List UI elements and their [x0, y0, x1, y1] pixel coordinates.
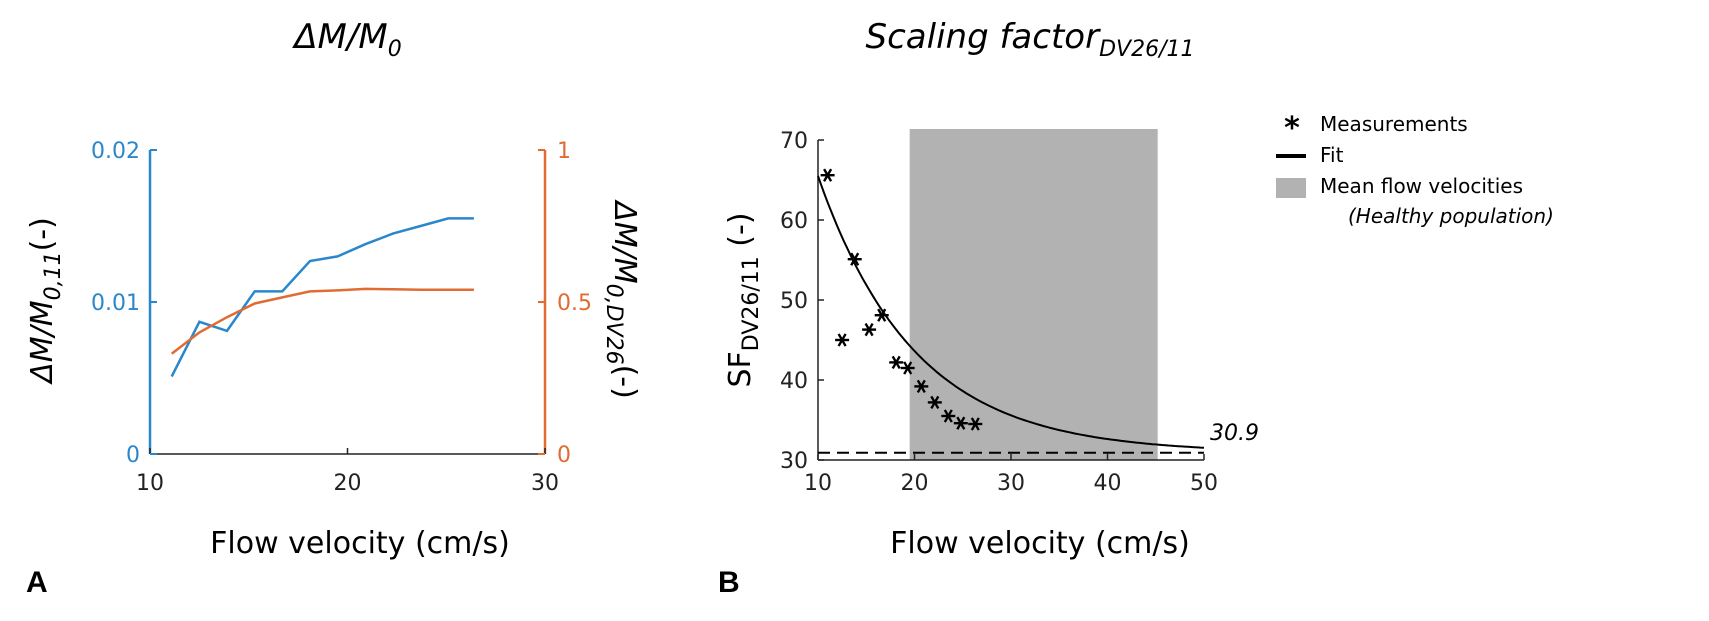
series-line-11: [170, 217, 474, 378]
legend: * Measurements Fit Mean flow velocities …: [1276, 111, 1554, 228]
measurement-point: [914, 379, 929, 394]
measurement-point: [820, 168, 835, 182]
series-line-dv26: [170, 287, 474, 355]
measurement-point: [927, 395, 942, 410]
measurement-point: [941, 409, 956, 423]
y-tick-label: 70: [780, 129, 808, 154]
y-left-tick-label: 0.01: [91, 291, 140, 316]
y-left-tick-label: 0: [126, 443, 140, 468]
y-tick-label: 40: [780, 369, 808, 394]
panel-a-y-label-left: ΔM/M0,11(-): [25, 217, 66, 385]
panel-a: ΔM/M0 A 10 20 30 0 0.01 0.02 0 0.5 1 Flow veloci…: [25, 17, 642, 599]
legend-band: Mean flow velocities: [1320, 174, 1523, 198]
panel-b-title: Scaling factorDV26/11: [866, 17, 1195, 62]
star-stroke: [916, 379, 926, 394]
x-tick-label: 50: [1190, 471, 1218, 496]
x-tick-label: 30: [531, 471, 559, 496]
measurement-point: [953, 416, 968, 430]
star-stroke: [837, 333, 847, 347]
panel-a-ticks: 10 20 30 0 0.01 0.02 0 0.5 1: [91, 139, 592, 496]
star-stroke: [877, 308, 887, 322]
x-tick-label: 20: [334, 471, 362, 496]
measurement-points: [820, 168, 983, 431]
panel-b: Scaling factorDV26/11 B 10 20 30 40 50 30 40 50…: [718, 17, 1554, 599]
star-stroke: [891, 355, 901, 370]
legend-fit: Fit: [1320, 143, 1344, 167]
panel-a-series: [170, 217, 474, 378]
panel-b-label: B: [718, 566, 740, 599]
star-stroke: [970, 417, 980, 431]
panel-a-y-label-right: ΔM/M0,DV26(-): [601, 199, 642, 399]
legend-measurements: Measurements: [1320, 112, 1468, 136]
measurement-point: [968, 417, 983, 431]
measurement-point: [900, 361, 915, 375]
star-stroke: [864, 322, 874, 337]
star-stroke: [943, 409, 953, 423]
star-stroke: [956, 416, 966, 430]
healthy-velocity-band: [909, 129, 1158, 460]
panel-a-x-label: Flow velocity (cm/s): [210, 526, 510, 561]
y-right-tick-label: 0.5: [557, 291, 592, 316]
measurement-point: [847, 252, 862, 266]
legend-star-marker: *: [1284, 111, 1300, 146]
measurement-point: [862, 322, 877, 337]
y-tick-label: 30: [780, 449, 808, 474]
star-stroke: [903, 361, 913, 375]
x-tick-label: 30: [997, 471, 1025, 496]
legend-band-marker: [1276, 178, 1306, 198]
y-right-tick-label: 1: [557, 139, 571, 164]
y-right-tick-label: 0: [557, 443, 571, 468]
panel-b-ticks: 10 20 30 40 50 30 40 50 60 70: [780, 129, 1218, 496]
x-tick-label: 20: [901, 471, 929, 496]
legend-band-note: (Healthy population): [1348, 204, 1554, 228]
measurement-point: [874, 308, 889, 322]
star-stroke: [850, 252, 860, 266]
star-stroke: [823, 168, 833, 182]
x-tick-label: 10: [804, 471, 832, 496]
panel-b-y-label: SFDV26/11 (-): [723, 212, 764, 387]
y-tick-label: 60: [780, 209, 808, 234]
asymptote-value-label: 30.9: [1210, 421, 1259, 446]
measurement-point: [835, 333, 850, 347]
measurement-point: [889, 355, 904, 370]
x-tick-label: 10: [136, 471, 164, 496]
panel-a-axes: [148, 150, 547, 455]
star-stroke: [930, 395, 940, 410]
panel-b-x-label: Flow velocity (cm/s): [890, 526, 1190, 561]
panel-a-label: A: [26, 566, 48, 599]
y-left-tick-label: 0.02: [91, 139, 140, 164]
panel-a-title: ΔM/M0: [291, 17, 401, 62]
fit-curve: [817, 175, 1205, 449]
x-tick-label: 40: [1094, 471, 1122, 496]
y-tick-label: 50: [780, 289, 808, 314]
